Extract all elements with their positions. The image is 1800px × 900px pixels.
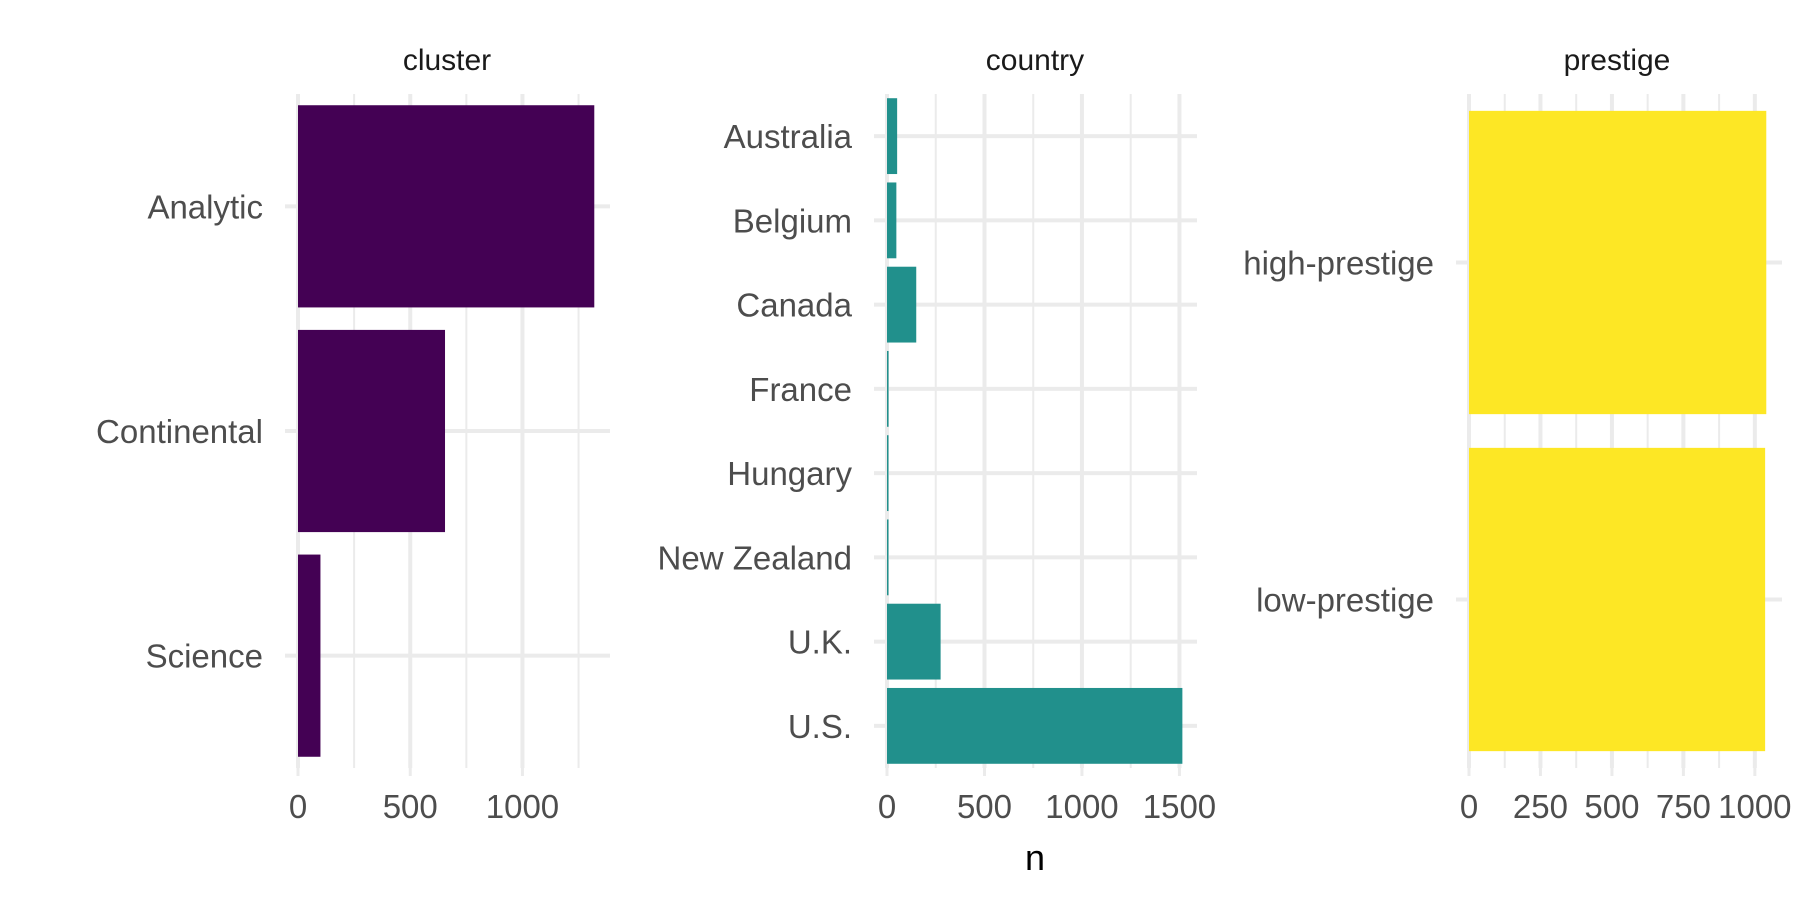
bar-country-canada [887, 266, 917, 343]
x-tick-label: 1000 [1718, 788, 1791, 825]
facet-prestige: prestige 0 250 500 750 1000 high-prestige low-p… [1243, 44, 1791, 825]
category-label-continental: Continental [96, 413, 263, 450]
facet-title: cluster [403, 44, 491, 77]
bar-country-belgium [887, 182, 897, 259]
bar-cluster-continental [298, 329, 446, 533]
bar-prestige-low-prestige [1469, 447, 1766, 752]
category-label-science: Science [146, 638, 263, 675]
facet-title: prestige [1564, 44, 1671, 77]
category-label-u-s: U.S. [788, 708, 852, 745]
x-tick-label: 0 [1460, 788, 1478, 825]
bar-country-u-s [887, 687, 1183, 764]
x-tick-label: 500 [383, 788, 438, 825]
facet-cluster: cluster 0 500 1000 Analytic Continental Scienc… [96, 44, 610, 825]
category-label-analytic: Analytic [147, 188, 263, 225]
x-tick-label: 1500 [1143, 788, 1216, 825]
bar-country-france [887, 350, 889, 427]
category-label-france: France [749, 371, 852, 408]
bar-country-hungary [887, 435, 889, 512]
x-axis-title: n [1025, 837, 1045, 878]
x-tick-label: 500 [1584, 788, 1639, 825]
bar-country-u-k [887, 603, 941, 680]
bar-country-new-zealand [887, 519, 889, 596]
category-label-u-k: U.K. [788, 624, 852, 661]
x-tick-label: 250 [1513, 788, 1568, 825]
category-label-australia: Australia [724, 118, 853, 155]
x-tick-label: 1000 [1045, 788, 1118, 825]
category-label-hungary: Hungary [727, 455, 852, 492]
facet-country: country 0 500 1000 1500 Australia Belgium Canad… [658, 44, 1217, 825]
x-tick-label: 0 [878, 788, 896, 825]
category-label-high-prestige: high-prestige [1243, 245, 1434, 282]
bar-country-australia [887, 98, 898, 175]
bar-prestige-high-prestige [1469, 110, 1767, 415]
bar-cluster-analytic [298, 105, 595, 308]
x-tick-label: 750 [1656, 788, 1711, 825]
category-label-new-zealand: New Zealand [658, 539, 852, 576]
bar-cluster-science [298, 554, 321, 757]
x-tick-label: 500 [957, 788, 1012, 825]
category-label-belgium: Belgium [733, 202, 852, 239]
category-label-low-prestige: low-prestige [1256, 582, 1434, 619]
category-label-canada: Canada [736, 287, 852, 324]
x-tick-label: 1000 [486, 788, 559, 825]
x-tick-label: 0 [289, 788, 307, 825]
facet-title: country [986, 44, 1084, 77]
